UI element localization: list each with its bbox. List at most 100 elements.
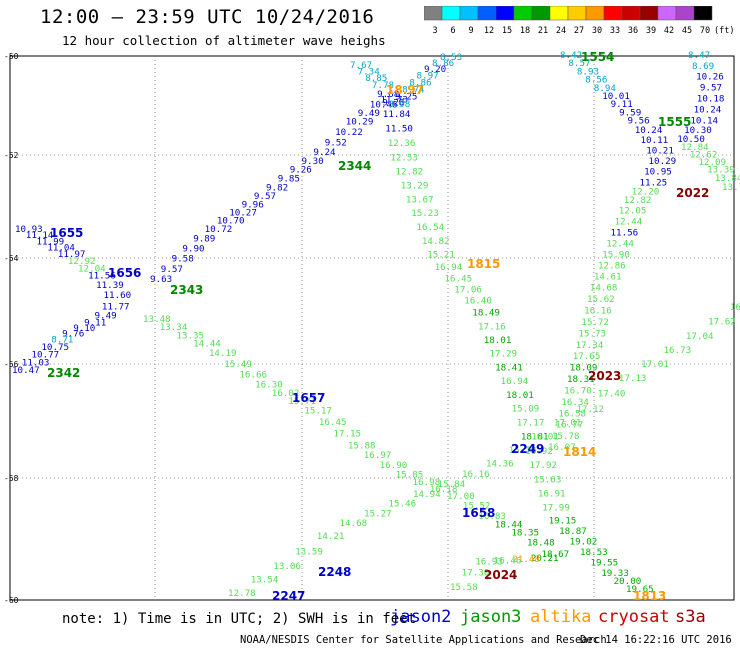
swh-value: 19.33 (601, 568, 629, 579)
colorbar-tick: 12 (484, 26, 494, 36)
pass-time-label: 1554 (581, 50, 614, 64)
swh-value: 13.06 (273, 561, 301, 572)
swh-value: 13.84 (715, 173, 740, 184)
swh-value: 18.31 (567, 374, 595, 385)
swh-value: 11.84 (383, 109, 411, 120)
pass-time-label: 1814 (563, 445, 596, 459)
swh-value: 9.11 (611, 99, 633, 110)
swh-value: 16.92 (525, 446, 553, 457)
pass-time-label: 2024 (484, 568, 517, 582)
swh-value: 15.78 (552, 431, 580, 442)
swh-value: 8.86 (432, 58, 454, 69)
swh-value: 19.02 (570, 537, 598, 548)
swh-value: 9.52 (325, 137, 347, 148)
swh-value: 12.09 (698, 157, 726, 168)
swh-value: 9.57 (700, 82, 722, 93)
swh-value: 12.44 (615, 217, 643, 228)
swh-value: 9.26 (290, 165, 312, 176)
longitude-label: -168 (586, 604, 605, 605)
swh-value: 9.63 (150, 274, 172, 285)
swh-value: 18.01 (484, 335, 512, 346)
longitude-label: -174 (294, 604, 313, 605)
swh-value: 13.48 (143, 314, 171, 325)
swh-value: 17.29 (489, 349, 517, 360)
swh-value: 9.24 (313, 147, 336, 158)
map-frame (9, 55, 735, 601)
colorbar-swatch (693, 6, 713, 21)
swh-value: 12.82 (396, 167, 424, 178)
swh-value: 17.04 (686, 331, 714, 342)
swh-value: 12.62 (690, 150, 718, 161)
swh-value: 15.63 (534, 474, 562, 485)
swh-value: 10.18 (697, 93, 725, 104)
swh-value: 12.05 (619, 206, 647, 217)
swh-value: 11.14 (26, 230, 54, 241)
swh-value: 17.00 (447, 491, 475, 502)
footer-note: note: 1) Time is in UTC; 2) SWH is in fe… (62, 611, 417, 627)
swh-value: 11.73 (380, 94, 408, 105)
swh-value: 12.84 (681, 142, 709, 153)
swh-value: 16.34 (561, 397, 589, 408)
swh-value: 16.18 (430, 484, 458, 495)
swh-value: 10.47 (12, 365, 40, 376)
legend-altika: altika (530, 607, 592, 627)
swh-value: 13.34 (160, 322, 188, 333)
swh-value: 18.44 (495, 519, 523, 530)
pass-time-label: 2022 (676, 186, 709, 200)
swh-value: 16.93 (475, 557, 503, 568)
legend-cryosat: cryosat (598, 607, 670, 627)
swh-value: 16.46 (494, 555, 522, 566)
colorbar-tick: 6 (450, 26, 455, 36)
colorbar-legend: 3 6 9 12 15 18 21 24 27 30 33 36 39 42 45 70 (ft) (424, 6, 734, 36)
swh-value: 8.94 (594, 83, 617, 94)
legend-jason3: jason3 (460, 607, 522, 627)
swh-value: 11.56 (611, 228, 639, 239)
swh-value: 18.09 (570, 363, 598, 374)
swh-value: 8.85 (365, 73, 387, 84)
colorbar-tick: 42 (664, 26, 674, 36)
swh-value: 10.24 (694, 104, 722, 115)
swh-value: 17.15 (333, 429, 361, 440)
swh-value: 8.74 (402, 85, 425, 96)
longitude-label: -180 (2, 604, 21, 605)
colorbar-tick: 45 (682, 26, 692, 36)
swh-value: 8.86 (409, 78, 431, 89)
swh-value: 8.56 (585, 75, 607, 86)
swh-value: 16.54 (417, 222, 445, 233)
swh-value: 15.62 (587, 294, 615, 305)
pass-time-label: 1815 (467, 257, 500, 271)
swh-value: 10.24 (635, 125, 663, 136)
swh-value: 21.48 (512, 554, 540, 565)
colorbar-tick: 27 (574, 26, 584, 36)
pass-time-label: 1657 (292, 391, 325, 405)
swh-value: 10.27 (229, 208, 257, 219)
swh-value: 9.76 (62, 329, 84, 340)
swh-value: 16.45 (445, 273, 473, 284)
colorbar-tick: 24 (556, 26, 566, 36)
swh-value: 15.84 (438, 479, 466, 490)
latitude-label: -56 (4, 360, 19, 369)
swh-value: 15.71 (288, 396, 316, 407)
pass-time-label: 2342 (47, 366, 80, 380)
swh-value: 12.78 (228, 588, 256, 599)
swh-value: 9.89 (193, 233, 215, 244)
swh-value: 10.29 (649, 156, 677, 167)
swh-value: 18.48 (527, 538, 555, 549)
swh-value: 14.94 (413, 489, 441, 500)
swh-value: 8.98 (388, 99, 410, 110)
swh-value: 17.92 (529, 460, 557, 471)
swh-value: 9.96 (242, 199, 264, 210)
swh-value: 16.07 (548, 442, 576, 453)
longitude-label: -177 (147, 604, 166, 605)
longitude-label: -171 (440, 604, 459, 605)
pass-time-label: 1658 (462, 506, 495, 520)
swh-value: 14.68 (590, 283, 618, 294)
swh-value: 16.40 (464, 295, 492, 306)
swh-value: 13.35 (176, 330, 204, 341)
swh-value: 14.21 (317, 531, 345, 542)
swh-value: 16.91 (538, 489, 566, 500)
wave-height-map: -50 -52 -54 -56 -58 -60-180 -177 -174 -171 -168 -1… (2, 50, 740, 605)
swh-value: 10.11 (641, 135, 669, 146)
swh-value: 9.30 (302, 156, 324, 167)
swh-value: 14.82 (422, 236, 450, 247)
